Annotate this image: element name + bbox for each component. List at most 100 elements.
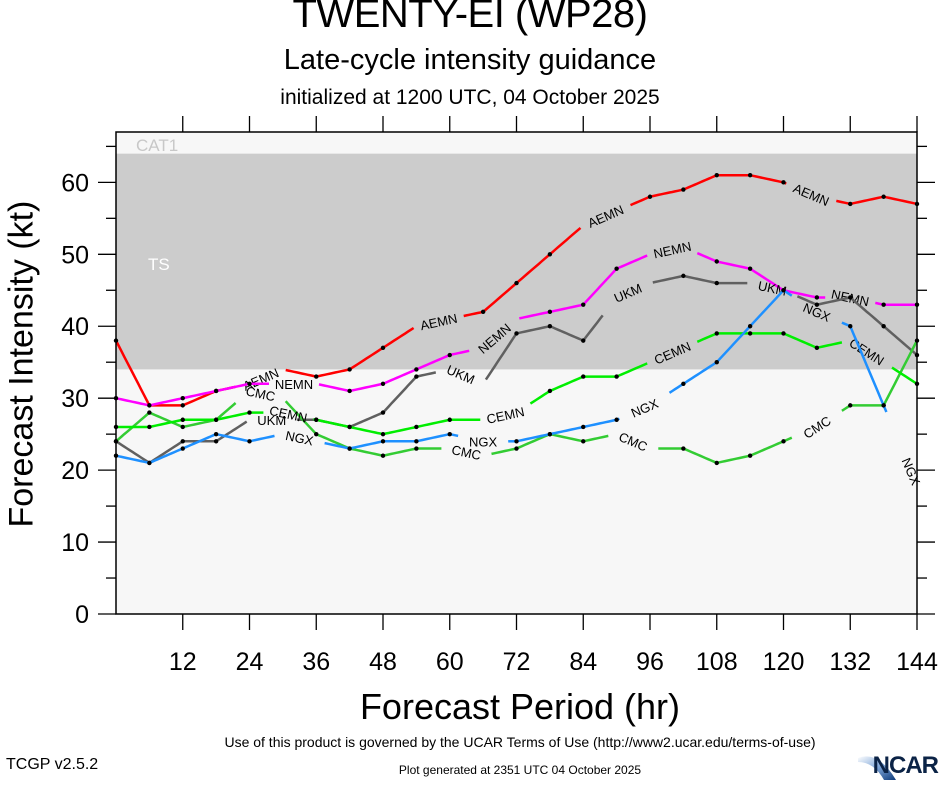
data-point (347, 446, 352, 451)
series-segment (630, 195, 651, 207)
ncar-logo-text: NCAR (872, 752, 939, 779)
series-segment (284, 400, 318, 435)
data-point (514, 280, 519, 286)
series-segment (115, 454, 150, 465)
series-segment (549, 432, 584, 443)
band-label-cat1: CAT1 (136, 136, 178, 155)
series-segment (783, 289, 818, 299)
data-point (180, 424, 185, 430)
data-point (547, 388, 553, 394)
data-point (714, 331, 719, 336)
y-tick-label: 40 (61, 313, 89, 341)
series-segment (115, 396, 150, 407)
series-segment (796, 295, 818, 306)
chart-subtitle: Late-cycle intensity guidance (283, 44, 657, 76)
data-point (314, 374, 319, 379)
series-segment (682, 361, 718, 385)
data-point (547, 324, 553, 329)
series-segment (616, 254, 648, 270)
data-point (213, 388, 219, 394)
data-point (147, 460, 152, 466)
terms-of-use-notice: Use of this product is governed by the U… (224, 734, 816, 750)
series-segment (463, 310, 484, 318)
series-label-nemn: NEMN (275, 377, 313, 392)
data-point (747, 172, 753, 178)
data-point (213, 417, 219, 422)
ncar-logo: NCAR (858, 752, 940, 780)
x-tick-label: 12 (169, 648, 197, 676)
data-point (414, 439, 419, 444)
series-label-ukm: UKM (257, 413, 286, 428)
series-segment (749, 267, 785, 292)
series-segment (696, 332, 718, 343)
x-tick-label: 84 (569, 648, 597, 676)
y-tick-label: 20 (61, 457, 89, 485)
series-label-ngx: NGX (469, 434, 498, 449)
band-cat1 (116, 132, 917, 154)
data-point (347, 388, 352, 394)
data-point (714, 172, 719, 178)
x-tick-label: 96 (636, 648, 664, 676)
series-segment (115, 440, 151, 464)
series-segment (649, 188, 684, 198)
data-point (314, 431, 319, 437)
series-segment (215, 402, 237, 421)
series-segment (416, 371, 437, 378)
data-point (213, 439, 219, 444)
initialization-time: initialized at 1200 UTC, 04 October 2025 (280, 86, 660, 109)
data-point (180, 417, 185, 422)
x-tick-label: 60 (436, 648, 464, 676)
data-point (447, 352, 452, 358)
data-point (747, 266, 753, 271)
x-tick-label: 72 (503, 648, 531, 676)
series-segment (515, 253, 551, 285)
data-point (747, 453, 753, 458)
x-axis-label: Forecast Period (hr) (359, 686, 681, 727)
series-segment (349, 382, 384, 393)
series-segment (716, 260, 751, 270)
data-point (881, 302, 886, 307)
data-point (380, 453, 386, 458)
data-point (547, 431, 553, 437)
y-tick-label: 10 (61, 529, 89, 557)
series-segment (883, 195, 918, 206)
data-point (781, 288, 786, 293)
data-point (581, 302, 586, 307)
series-segment (529, 389, 551, 405)
series-segment (652, 274, 684, 284)
series-segment (682, 174, 718, 191)
series-segment (716, 454, 751, 465)
series-segment (549, 425, 584, 436)
series-segment (348, 346, 384, 371)
data-point (814, 295, 820, 300)
data-point (414, 446, 419, 451)
data-point (581, 338, 586, 343)
series-segment (148, 411, 184, 429)
data-point (414, 424, 419, 430)
data-point (714, 460, 719, 466)
series-segment (416, 432, 451, 443)
data-point (380, 431, 386, 437)
version-label: TCGP v2.5.2 (6, 756, 99, 773)
series-label-cmc: CMC (244, 383, 276, 404)
data-point (180, 403, 185, 408)
series-segment (849, 296, 885, 328)
series-segment (482, 282, 518, 313)
series-segment (349, 440, 384, 450)
data-point (514, 446, 519, 451)
series-segment (114, 340, 151, 406)
data-point (380, 439, 386, 444)
data-point (380, 345, 386, 351)
series-segment (149, 396, 184, 407)
series-segment (382, 425, 417, 436)
chart-title: TWENTY-EI (WP28) (292, 0, 649, 36)
data-point (614, 374, 619, 379)
data-point (247, 410, 252, 415)
data-point (247, 439, 252, 444)
series-segment (182, 432, 217, 450)
series-segment (324, 441, 350, 450)
ncar-swoosh-icon (858, 756, 896, 780)
data-point (714, 259, 719, 264)
data-point (681, 273, 686, 279)
